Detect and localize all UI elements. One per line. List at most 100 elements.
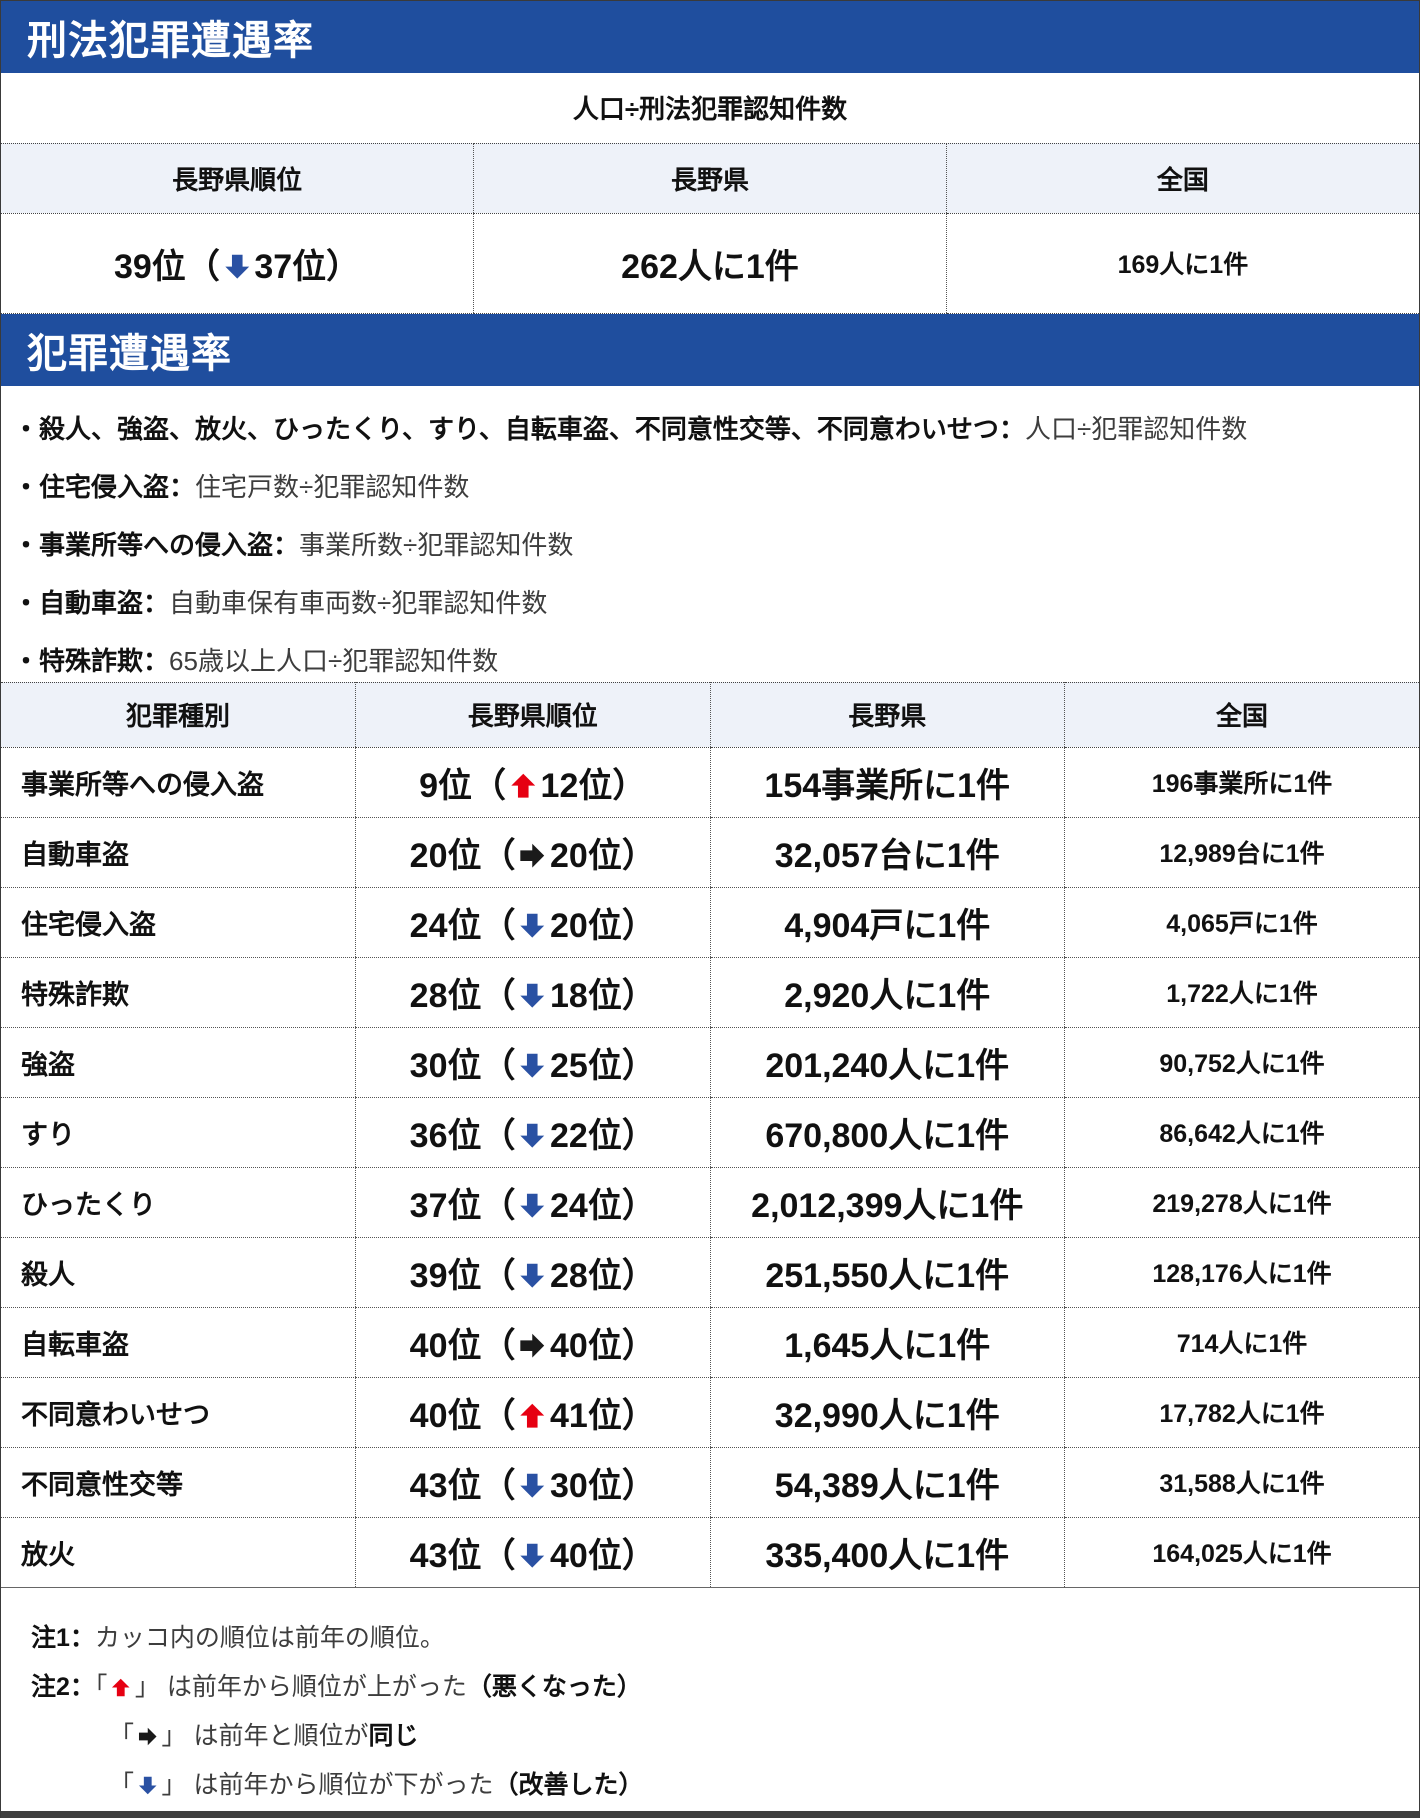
section-title: 刑法犯罪遭遇率 — [27, 19, 314, 63]
rank-change-arrow-icon — [519, 1122, 546, 1149]
formula-bullet-item: ・特殊詐欺：65歳以上人口÷犯罪認知件数 — [13, 645, 499, 676]
nagano-value-cell: 54,389人に1件 — [709, 1447, 1065, 1518]
formula-row: 人口÷刑法犯罪認知件数 — [1, 73, 1419, 144]
rank-change-arrow-icon — [519, 1262, 546, 1289]
crime-row: 強盗 30位（ 25位） 201,240人に1件 90,752人に1件 — [1, 1027, 1419, 1098]
national-value-cell: 4,065戸に1件 — [1064, 887, 1419, 958]
column-header-national: 全国 — [945, 143, 1419, 214]
summary-header-row: 長野県順位 長野県 全国 — [1, 143, 1419, 214]
crime-type-cell: ひったくり — [1, 1167, 356, 1238]
nagano-value-cell: 262人に1件 — [473, 213, 947, 314]
note-line-4: 「」 は前年から順位が下がった（改善した） — [109, 1771, 644, 1799]
rank-cell: 20位（ 20位） — [355, 817, 710, 888]
formula-bullet-item: ・事業所等への侵入盗：事業所数÷犯罪認知件数 — [13, 529, 574, 560]
rank-change-arrow-icon — [519, 982, 546, 1009]
rank-change-arrow-icon — [519, 1402, 546, 1429]
national-value-cell: 219,278人に1件 — [1064, 1167, 1419, 1238]
formula-cell: 人口÷刑法犯罪認知件数 — [1, 73, 1419, 144]
section-title-bar-hanzai: 犯罪遭遇率 — [1, 313, 1419, 386]
rank-cell: 39位（ 37位） — [1, 213, 474, 314]
rank-change-arrow-icon — [519, 1052, 546, 1079]
formula-bullet-item: ・殺人、強盗、放火、ひったくり、すり、自転車盗、不同意性交等、不同意わいせつ：人… — [13, 413, 1248, 444]
crime-type-cell: 特殊詐欺 — [1, 957, 356, 1028]
rank-cell: 39位（ 28位） — [355, 1237, 710, 1308]
crime-type-cell: 自転車盗 — [1, 1307, 356, 1378]
crime-type-cell: 事業所等への侵入盗 — [1, 747, 356, 818]
national-value-cell: 17,782人に1件 — [1064, 1377, 1419, 1448]
national-value-cell: 714人に1件 — [1064, 1307, 1419, 1378]
note-line-1: 注1：カッコ内の順位は前年の順位。 — [31, 1624, 445, 1652]
nagano-value-cell: 335,400人に1件 — [709, 1517, 1065, 1587]
column-header-type: 犯罪種別 — [1, 682, 356, 748]
rank-change-arrow-icon — [519, 842, 546, 869]
crime-type-cell: 放火 — [21, 1539, 75, 1570]
crime-row: 殺人 39位（ 28位） 251,550人に1件 128,176人に1件 — [1, 1237, 1419, 1308]
section-title-bar-keiho: 刑法犯罪遭遇率 — [1, 1, 1419, 73]
nagano-value-cell: 670,800人に1件 — [709, 1097, 1065, 1168]
rank-cell: 43位（ 30位） — [355, 1447, 710, 1518]
summary-data-row: 39位（ 37位） 262人に1件 169人に1件 — [1, 213, 1419, 314]
rank-cell: 40位（ 40位） — [355, 1307, 710, 1378]
column-header-nagano: 長野県 — [709, 682, 1065, 748]
rank-change-arrow-icon — [138, 1775, 158, 1795]
crime-type-cell: 殺人 — [1, 1237, 356, 1308]
footnotes: 注1：カッコ内の順位は前年の順位。 注2：「」 は前年から順位が上がった（悪くな… — [1, 1587, 1419, 1811]
crime-row: 自転車盗 40位（ 40位） 1,645人に1件 714人に1件 — [1, 1307, 1419, 1378]
crime-row: 事業所等への侵入盗 9位（ 12位） 154事業所に1件 196事業所に1件 — [1, 747, 1419, 818]
rank-cell: 36位（ 22位） — [355, 1097, 710, 1168]
crime-row: 放火 43位（ 40位） 335,400人に1件 164,025人に1件 — [1, 1517, 1419, 1587]
rank-cell: 9位（ 12位） — [355, 747, 710, 818]
rank-cell: 43位（ 40位） — [355, 1517, 710, 1587]
nagano-value-cell: 1,645人に1件 — [709, 1307, 1065, 1378]
column-header-rank: 長野県順位 — [1, 143, 474, 214]
rank-change-arrow-icon — [519, 1192, 546, 1219]
rank-change-arrow-icon — [519, 912, 546, 939]
rank-change-arrow-icon — [111, 1677, 131, 1697]
rank-cell: 24位（ 20位） — [355, 887, 710, 958]
nagano-value-cell: 32,057台に1件 — [709, 817, 1065, 888]
national-value-cell: 196事業所に1件 — [1064, 747, 1419, 818]
rank-change-arrow-icon — [510, 772, 537, 799]
crime-type-cell: 住宅侵入盗 — [1, 887, 356, 958]
national-value-cell: 12,989台に1件 — [1064, 817, 1419, 888]
national-value-cell: 86,642人に1件 — [1064, 1097, 1419, 1168]
stats-header-row: 犯罪種別 長野県順位 長野県 全国 — [1, 682, 1419, 748]
column-header-national: 全国 — [1064, 682, 1419, 748]
crime-row: 不同意性交等 43位（ 30位） 54,389人に1件 31,588人に1件 — [1, 1447, 1419, 1518]
crime-type-cell: 不同意性交等 — [1, 1447, 356, 1518]
crime-type-cell: 強盗 — [1, 1027, 356, 1098]
column-header-rank: 長野県順位 — [355, 682, 710, 748]
column-header-nagano: 長野県 — [473, 143, 947, 214]
rank-cell: 40位（ 41位） — [355, 1377, 710, 1448]
crime-row: ひったくり 37位（ 24位） 2,012,399人に1件 219,278人に1件 — [1, 1167, 1419, 1238]
national-value-cell: 128,176人に1件 — [1064, 1237, 1419, 1308]
rank-change-arrow-icon — [519, 1332, 546, 1359]
national-value-cell: 31,588人に1件 — [1064, 1447, 1419, 1518]
rank-cell: 28位（ 18位） — [355, 957, 710, 1028]
formula-bullet-item: ・自動車盗：自動車保有車両数÷犯罪認知件数 — [13, 587, 548, 618]
nagano-value-cell: 251,550人に1件 — [709, 1237, 1065, 1308]
crime-type-cell: 自動車盗 — [1, 817, 356, 888]
nagano-value-cell: 4,904戸に1件 — [709, 887, 1065, 958]
national-value-cell: 169人に1件 — [945, 213, 1419, 314]
rank-change-arrow-icon — [519, 1543, 546, 1570]
bottom-divider-bar — [1, 1811, 1419, 1818]
rank-cell: 37位（ 24位） — [355, 1167, 710, 1238]
national-value-cell: 164,025人に1件 — [1064, 1517, 1419, 1587]
rank-change-arrow-icon — [224, 253, 251, 280]
section-title: 犯罪遭遇率 — [27, 331, 232, 376]
national-value-cell: 1,722人に1件 — [1064, 957, 1419, 1028]
nagano-value-cell: 201,240人に1件 — [709, 1027, 1065, 1098]
summary-table: 人口÷刑法犯罪認知件数 長野県順位 長野県 全国 39位（ 37位） 262人に1… — [1, 73, 1419, 314]
rank-change-arrow-icon — [138, 1726, 158, 1746]
crime-type-cell: すり — [1, 1097, 356, 1168]
nagano-value-cell: 2,012,399人に1件 — [709, 1167, 1065, 1238]
rank-change-arrow-icon — [519, 1472, 546, 1499]
note-line-2: 注2：「」 は前年から順位が上がった（悪くなった） — [31, 1673, 642, 1701]
formula-bullet-item: ・住宅侵入盗：住宅戸数÷犯罪認知件数 — [13, 471, 470, 502]
nagano-value-cell: 154事業所に1件 — [709, 747, 1065, 818]
crime-row: 不同意わいせつ 40位（ 41位） 32,990人に1件 17,782人に1件 — [1, 1377, 1419, 1448]
crime-row: すり 36位（ 22位） 670,800人に1件 86,642人に1件 — [1, 1097, 1419, 1168]
nagano-value-cell: 32,990人に1件 — [709, 1377, 1065, 1448]
